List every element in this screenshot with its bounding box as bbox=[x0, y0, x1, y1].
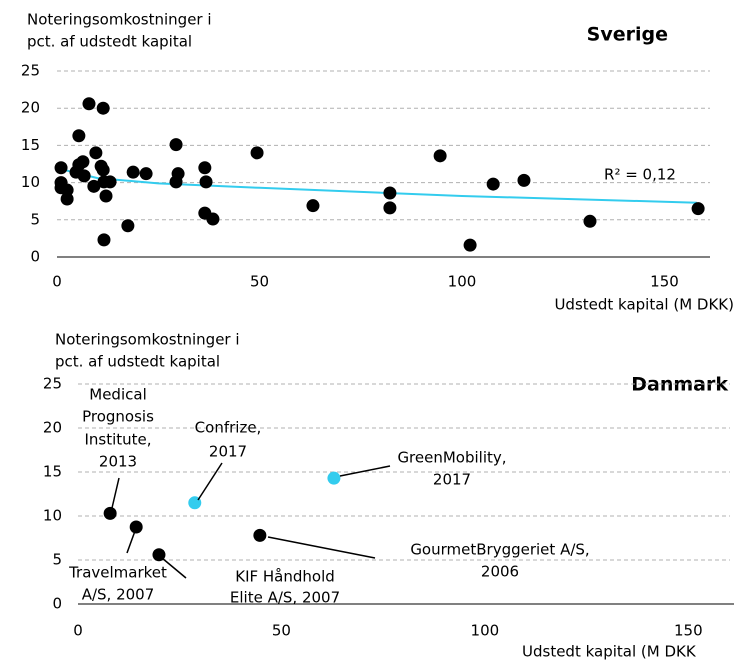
y-tick-label: 20 bbox=[43, 419, 62, 437]
annotation: A/S, 2007 bbox=[82, 586, 155, 604]
annotation: 2013 bbox=[99, 453, 137, 471]
point bbox=[486, 177, 500, 191]
y-tick-label: 0 bbox=[52, 595, 62, 613]
point bbox=[517, 173, 531, 187]
leader-line bbox=[197, 462, 223, 501]
x-tick-label: 150 bbox=[650, 273, 679, 291]
y-axis-label: Noteringsomkostninger i bbox=[55, 331, 240, 349]
leader-line bbox=[161, 557, 187, 579]
point bbox=[691, 202, 705, 216]
annotation: 2017 bbox=[209, 443, 247, 461]
point bbox=[206, 212, 220, 226]
point bbox=[72, 129, 86, 143]
annotation: Elite A/S, 2007 bbox=[230, 589, 340, 607]
y-tick-label: 15 bbox=[43, 463, 62, 481]
x-tick-label: 100 bbox=[471, 622, 500, 640]
x-tick-label: 0 bbox=[52, 273, 62, 291]
point bbox=[96, 101, 110, 115]
y-tick-label: 15 bbox=[21, 136, 40, 154]
x-tick-label: 50 bbox=[250, 273, 269, 291]
x-axis-label: Udstedt kapital (M DKK bbox=[522, 643, 697, 661]
annotation: Travelmarket bbox=[68, 564, 167, 582]
point bbox=[99, 189, 113, 203]
x-axis-label: Udstedt kapital (M DKK) bbox=[554, 296, 734, 314]
point bbox=[463, 238, 477, 252]
point bbox=[97, 233, 111, 247]
y-tick-label: 25 bbox=[43, 375, 62, 393]
leader-line bbox=[111, 477, 120, 509]
y-axis-label: Noteringsomkostninger i bbox=[27, 11, 212, 29]
point bbox=[306, 199, 320, 213]
x-tick-label: 0 bbox=[73, 622, 83, 640]
point bbox=[54, 161, 68, 175]
y-axis-label: pct. af udstedt kapital bbox=[27, 33, 192, 51]
annotation: GreenMobility, bbox=[397, 449, 506, 467]
point bbox=[76, 155, 90, 169]
point bbox=[198, 161, 212, 175]
annotation: Institute, bbox=[84, 431, 151, 449]
y-tick-label: 10 bbox=[43, 507, 62, 525]
point bbox=[383, 201, 397, 215]
point bbox=[583, 214, 597, 228]
point bbox=[250, 146, 264, 160]
point bbox=[169, 138, 183, 152]
point bbox=[126, 165, 140, 179]
point bbox=[169, 175, 183, 189]
point bbox=[87, 179, 101, 193]
r-squared-label: R² = 0,12 bbox=[604, 166, 676, 184]
y-axis-label: pct. af udstedt kapital bbox=[55, 353, 220, 371]
chart-title: Sverige bbox=[587, 24, 668, 46]
y-tick-label: 20 bbox=[21, 99, 40, 117]
point bbox=[77, 169, 91, 183]
leader-line bbox=[126, 530, 136, 554]
annotation: GourmetBryggeriet A/S, bbox=[410, 541, 589, 559]
y-tick-label: 10 bbox=[21, 173, 40, 191]
leader-line bbox=[339, 465, 391, 477]
point bbox=[60, 183, 74, 197]
point bbox=[103, 506, 117, 520]
point bbox=[139, 167, 153, 181]
annotation: Confrize, bbox=[195, 419, 262, 437]
y-tick-label: 25 bbox=[21, 62, 40, 80]
y-tick-label: 0 bbox=[30, 248, 40, 266]
x-tick-label: 150 bbox=[674, 622, 703, 640]
chart-title: Danmark bbox=[631, 374, 728, 396]
point bbox=[433, 149, 447, 163]
y-tick-label: 5 bbox=[30, 210, 40, 228]
point bbox=[96, 163, 110, 177]
point bbox=[383, 186, 397, 200]
point bbox=[129, 520, 143, 534]
annotation: KIF Håndhold bbox=[235, 568, 335, 586]
point bbox=[253, 528, 267, 542]
y-tick-label: 5 bbox=[52, 551, 62, 569]
point bbox=[89, 146, 103, 160]
x-tick-label: 100 bbox=[448, 273, 477, 291]
leader-line bbox=[267, 536, 376, 559]
annotation: Medical bbox=[89, 386, 146, 404]
point bbox=[121, 219, 135, 233]
point bbox=[103, 175, 117, 189]
annotation: 2017 bbox=[433, 471, 471, 489]
annotation: 2006 bbox=[481, 563, 519, 581]
point bbox=[199, 175, 213, 189]
annotation: Prognosis bbox=[82, 408, 154, 426]
trendline bbox=[60, 168, 697, 204]
point bbox=[60, 192, 74, 206]
point bbox=[327, 471, 341, 485]
point bbox=[82, 97, 96, 111]
x-tick-label: 50 bbox=[272, 622, 291, 640]
